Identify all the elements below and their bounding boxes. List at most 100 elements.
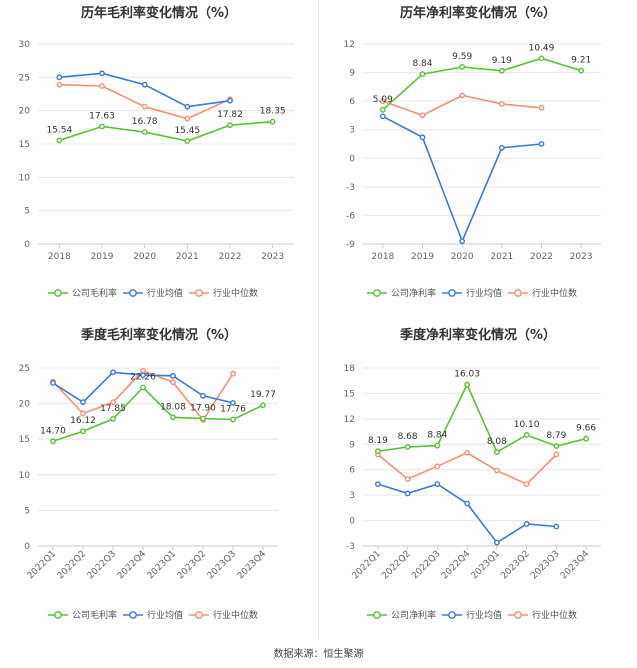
data-label: 15.45 bbox=[174, 126, 200, 136]
x-tick-label: 2022Q1 bbox=[351, 549, 383, 581]
company-series bbox=[379, 55, 585, 113]
data-point bbox=[459, 238, 466, 245]
data-point bbox=[553, 451, 560, 458]
legend-label: 行业均值 bbox=[466, 609, 502, 621]
series-line bbox=[377, 382, 587, 454]
x-tick-label: 2023Q2 bbox=[499, 549, 531, 581]
legend-marker bbox=[448, 611, 456, 619]
data-source-note: 数据来源：恒生聚源 bbox=[273, 649, 364, 660]
y-tick-label: 30 bbox=[19, 40, 31, 50]
data-point bbox=[578, 67, 585, 74]
x-tick-label: 2022Q2 bbox=[56, 549, 88, 581]
y-tick-label: 12 bbox=[344, 415, 355, 425]
y-tick-label: 15 bbox=[19, 140, 30, 150]
series-line bbox=[59, 120, 273, 142]
data-point bbox=[99, 123, 105, 130]
data-point bbox=[419, 112, 426, 119]
x-tick-label: 2021 bbox=[490, 252, 513, 262]
company-series bbox=[374, 381, 590, 455]
legend-item: 公司净利率 bbox=[367, 609, 436, 621]
legend-label: 公司毛利率 bbox=[72, 609, 117, 621]
data-point bbox=[184, 138, 191, 144]
y-tick-label: 25 bbox=[19, 364, 30, 374]
data-point bbox=[538, 141, 545, 147]
x-tick-label: 2020 bbox=[133, 252, 156, 262]
data-label: 17.63 bbox=[89, 111, 115, 121]
legend-label: 行业中位数 bbox=[532, 609, 577, 621]
x-tick-label: 2023Q2 bbox=[176, 549, 208, 581]
y-tick-label: 18 bbox=[344, 364, 356, 374]
y-tick-label: 9 bbox=[349, 440, 355, 450]
legend-item: 行业中位数 bbox=[189, 609, 258, 621]
y-tick-label: 0 bbox=[349, 517, 355, 527]
data-label: 8.84 bbox=[427, 431, 447, 441]
series-line bbox=[52, 386, 264, 443]
data-point bbox=[374, 448, 381, 455]
quarterly-net-margin-chart: 季度净利率变化情况（%） -3 0 3 6 9 12 15 18 2022Q1 2022Q2 202… bbox=[319, 322, 637, 644]
data-label: 18.08 bbox=[160, 402, 186, 412]
data-point bbox=[419, 71, 426, 77]
company-series bbox=[50, 384, 266, 445]
x-tick-label: 2023 bbox=[261, 252, 284, 262]
data-label: 9.19 bbox=[492, 56, 512, 66]
chart-title: 季度净利率变化情况（%） bbox=[399, 328, 557, 343]
data-point bbox=[419, 134, 426, 141]
company-series bbox=[56, 118, 276, 144]
series-line bbox=[382, 94, 542, 117]
data-point bbox=[170, 372, 176, 379]
data-label: 8.19 bbox=[368, 436, 388, 446]
data-point bbox=[404, 490, 411, 497]
data-point bbox=[227, 97, 233, 104]
legend-marker bbox=[54, 611, 62, 619]
data-label: 17.85 bbox=[100, 404, 126, 414]
y-tick-label: 0 bbox=[349, 154, 355, 164]
quarterly-gross-margin-chart: 季度毛利率变化情况（%） 0 5 10 15 20 25 2022Q1 2022Q2 2022Q… bbox=[0, 322, 318, 644]
data-point bbox=[230, 416, 236, 423]
data-point bbox=[110, 399, 116, 406]
chart-svg: 0 5 10 15 20 25 2022Q12022Q22022Q32022Q42023Q1… bbox=[19, 364, 278, 621]
data-point bbox=[498, 67, 505, 74]
x-tick-label: 2022Q3 bbox=[410, 549, 442, 581]
legend-label: 公司净利率 bbox=[391, 609, 436, 621]
data-label: 15.54 bbox=[46, 125, 72, 135]
series-line bbox=[382, 57, 582, 111]
industry-median-series bbox=[374, 449, 560, 488]
data-point bbox=[80, 410, 86, 417]
y-tick-label: 10 bbox=[19, 471, 31, 481]
data-point bbox=[50, 380, 56, 386]
x-tick-label: 2023Q4 bbox=[236, 549, 269, 582]
legend-label: 行业均值 bbox=[147, 287, 183, 299]
legend-marker bbox=[129, 611, 137, 619]
chart-title: 历年净利率变化情况（%） bbox=[399, 6, 557, 21]
legend-item: 行业均值 bbox=[123, 287, 183, 299]
legend-marker bbox=[448, 289, 456, 297]
y-tick-label: -3 bbox=[346, 542, 355, 552]
legend-label: 行业均值 bbox=[147, 609, 183, 621]
x-tick-label: 2019 bbox=[411, 252, 434, 262]
data-label: 16.78 bbox=[132, 117, 158, 127]
data-point bbox=[434, 442, 441, 449]
x-tick-label: 2019 bbox=[91, 252, 114, 262]
data-point bbox=[523, 481, 530, 488]
industry-average-series bbox=[56, 70, 233, 110]
industry-average-series bbox=[50, 369, 236, 406]
data-label: 17.76 bbox=[220, 405, 246, 415]
data-point bbox=[404, 444, 411, 450]
x-tick-label: 2023 bbox=[570, 252, 593, 262]
chart-title: 季度毛利率变化情况（%） bbox=[80, 328, 238, 343]
legend-label: 行业均值 bbox=[466, 287, 502, 299]
data-label: 17.82 bbox=[217, 110, 243, 120]
data-label: 18.35 bbox=[260, 107, 286, 117]
legend-marker bbox=[514, 611, 522, 619]
data-point bbox=[56, 81, 63, 88]
series-line bbox=[377, 451, 557, 486]
x-tick-label: 2022Q3 bbox=[86, 549, 118, 581]
data-label: 17.90 bbox=[190, 404, 216, 414]
data-point bbox=[583, 435, 590, 442]
data-point bbox=[140, 372, 146, 379]
data-point bbox=[141, 81, 148, 88]
data-point bbox=[553, 443, 560, 449]
y-tick-label: 6 bbox=[349, 97, 355, 107]
data-point bbox=[523, 432, 530, 438]
data-point bbox=[170, 414, 176, 421]
